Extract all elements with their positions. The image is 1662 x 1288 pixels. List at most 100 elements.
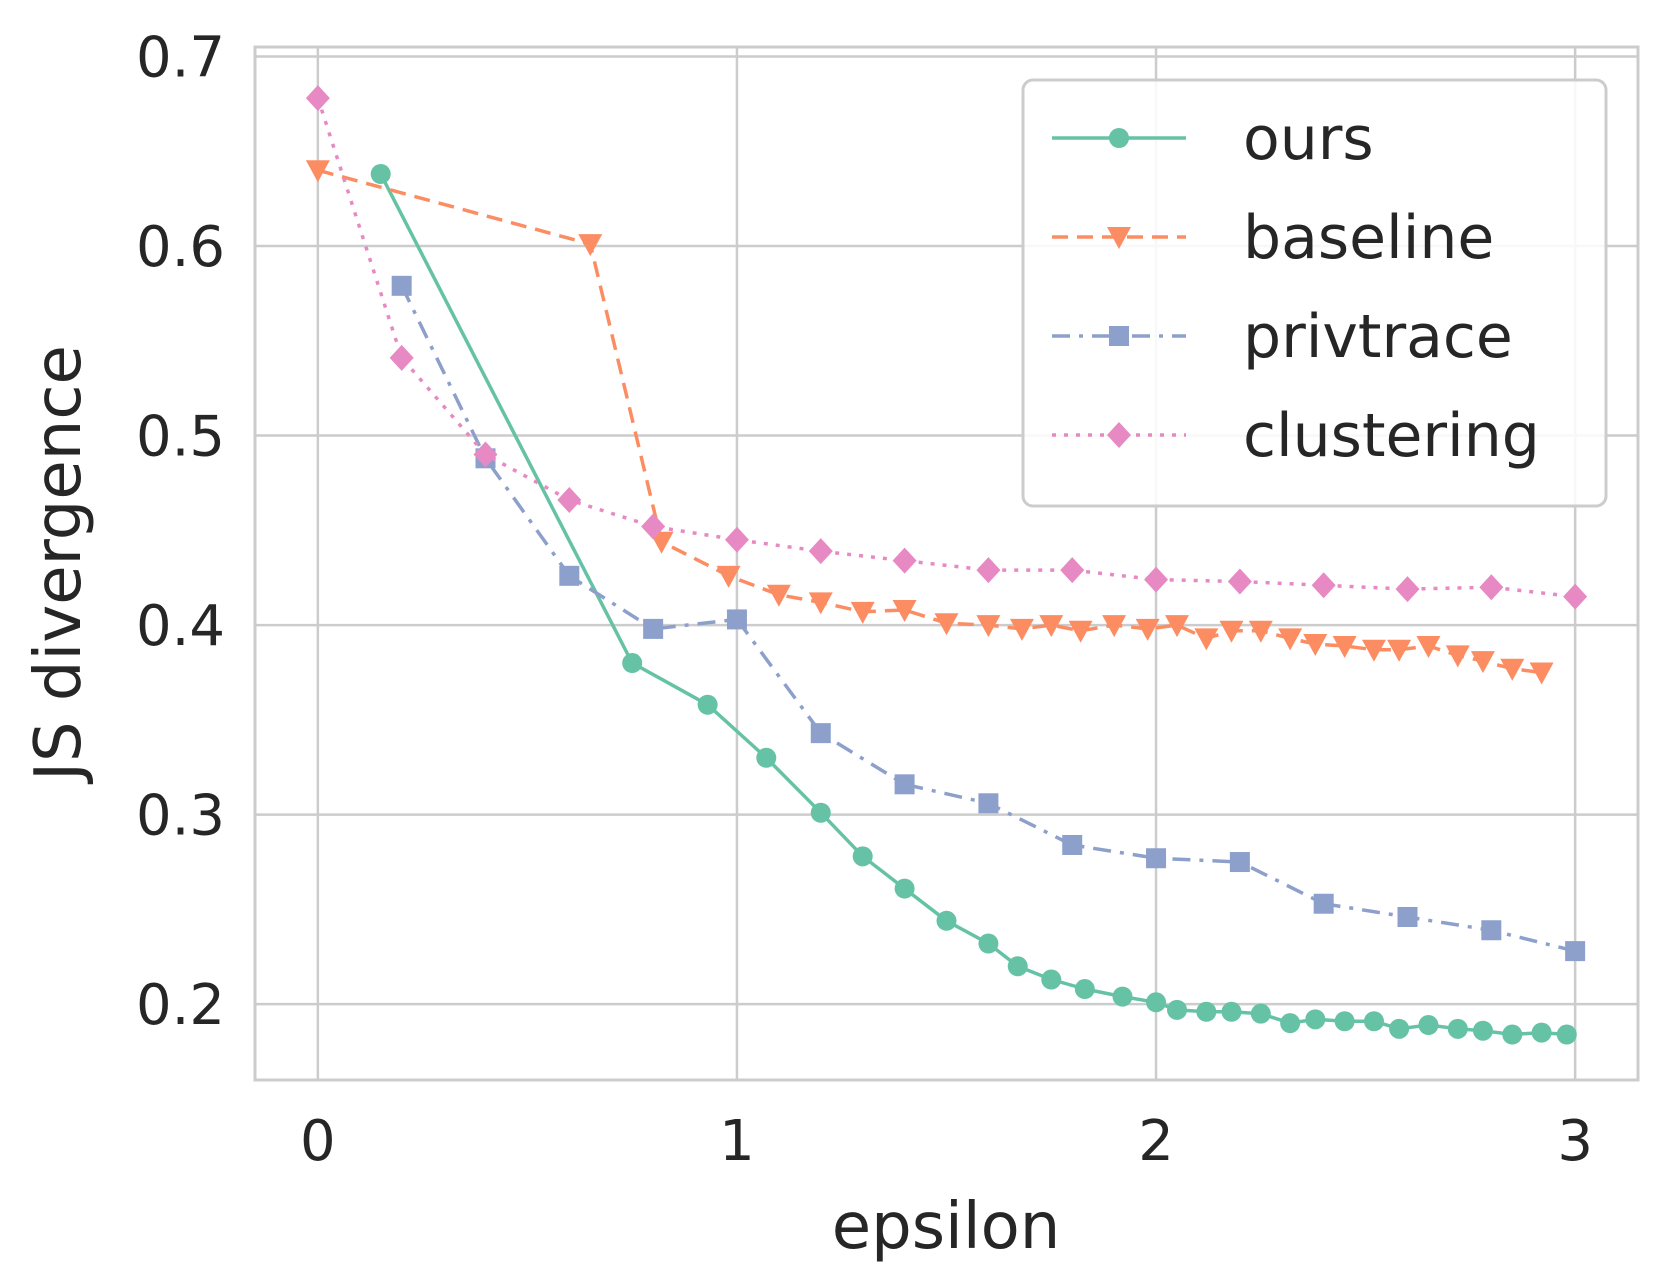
data-point-baseline — [1068, 620, 1093, 643]
data-point-privtrace — [810, 723, 831, 744]
data-point-ours — [697, 694, 718, 715]
data-point-ours — [1531, 1022, 1552, 1043]
data-point-baseline — [1303, 634, 1328, 657]
data-point-baseline — [934, 613, 959, 636]
data-point-clustering — [1060, 557, 1085, 584]
data-point-privtrace — [559, 565, 580, 586]
series-layer — [305, 85, 1588, 1045]
y-tick-label: 0.2 — [136, 973, 225, 1038]
legend-marker-baseline — [1107, 227, 1131, 249]
data-point-ours — [1074, 979, 1095, 1000]
data-point-ours — [810, 802, 831, 823]
x-tick-label: 0 — [300, 1109, 336, 1174]
series-line-baseline — [317, 168, 1542, 675]
data-point-baseline — [1445, 645, 1470, 668]
data-point-privtrace — [1229, 852, 1250, 873]
data-point-baseline — [1529, 662, 1554, 685]
data-point-ours — [1447, 1018, 1468, 1039]
data-point-baseline — [1165, 615, 1189, 638]
data-point-clustering — [1563, 583, 1588, 610]
x-tick-labels: 0 1 2 3 — [300, 1109, 1593, 1174]
data-point-baseline — [578, 234, 603, 257]
legend-label-privtrace: privtrace — [1243, 302, 1513, 372]
y-axis-label: JS divergence — [22, 345, 96, 785]
x-tick-label: 2 — [1138, 1109, 1174, 1174]
data-point-baseline — [1102, 615, 1127, 638]
series-clustering — [305, 85, 1588, 610]
y-tick-label: 0.5 — [136, 405, 225, 470]
legend-marker-privtrace — [1109, 326, 1129, 346]
data-point-baseline — [892, 599, 917, 622]
x-tick-label: 1 — [719, 1109, 755, 1174]
data-point-clustering — [976, 557, 1001, 584]
data-point-clustering — [724, 526, 749, 553]
legend-label-baseline: baseline — [1243, 203, 1494, 273]
data-point-ours — [894, 878, 915, 899]
data-point-baseline — [716, 565, 741, 588]
data-point-baseline — [1278, 628, 1303, 651]
data-point-privtrace — [1481, 920, 1502, 941]
data-point-baseline — [1194, 628, 1219, 651]
series-ours — [370, 163, 1577, 1045]
legend-entries: ours baseline privtrace clustering — [1052, 104, 1540, 471]
data-point-clustering — [641, 513, 666, 540]
data-point-clustering — [1479, 574, 1504, 601]
x-axis-label: epsilon — [832, 1190, 1061, 1264]
data-point-ours — [1472, 1020, 1493, 1041]
data-point-ours — [978, 933, 999, 954]
legend-marker-ours — [1109, 128, 1129, 148]
data-point-baseline — [1332, 635, 1357, 658]
series-privtrace — [391, 275, 1586, 962]
legend-marker-clustering — [1107, 422, 1131, 448]
data-point-clustering — [1144, 566, 1169, 593]
legend-entry-clustering[interactable]: clustering — [1052, 401, 1540, 471]
data-point-privtrace — [726, 609, 747, 630]
legend-entry-ours[interactable]: ours — [1052, 104, 1374, 174]
data-point-ours — [852, 846, 873, 867]
data-point-clustering — [305, 85, 330, 112]
data-point-privtrace — [1313, 893, 1334, 914]
data-point-privtrace — [391, 275, 412, 296]
legend-box — [1021, 78, 1608, 508]
data-point-baseline — [808, 592, 833, 615]
data-point-baseline — [850, 601, 875, 624]
data-point-privtrace — [1565, 941, 1586, 962]
data-point-ours — [370, 163, 391, 184]
plot-frame — [253, 45, 1640, 1082]
legend-label-ours: ours — [1243, 104, 1374, 174]
data-point-ours — [1167, 999, 1187, 1020]
data-point-baseline — [1039, 615, 1064, 638]
data-point-ours — [1280, 1013, 1301, 1034]
data-point-privtrace — [643, 618, 664, 639]
data-point-clustering — [389, 344, 414, 371]
data-point-baseline — [305, 160, 330, 183]
legend-label-clustering: clustering — [1243, 401, 1540, 471]
data-point-ours — [1250, 1003, 1271, 1024]
legend[interactable]: ours baseline privtrace clustering — [1021, 78, 1608, 508]
data-point-baseline — [1009, 618, 1034, 641]
data-point-ours — [1196, 1001, 1217, 1022]
y-tick-label: 0.6 — [136, 215, 225, 280]
data-point-baseline — [1470, 651, 1495, 674]
y-tick-label: 0.7 — [136, 25, 225, 90]
data-point-privtrace — [1062, 834, 1083, 855]
data-point-privtrace — [894, 774, 915, 795]
data-point-ours — [1007, 956, 1028, 977]
data-point-ours — [1146, 992, 1167, 1013]
data-point-baseline — [1387, 639, 1412, 662]
data-point-baseline — [1135, 618, 1160, 641]
data-point-clustering — [473, 441, 498, 468]
data-point-baseline — [766, 584, 791, 607]
data-point-ours — [936, 910, 957, 931]
data-point-ours — [1418, 1015, 1439, 1036]
data-point-clustering — [1227, 568, 1252, 595]
data-point-baseline — [1361, 639, 1386, 662]
data-point-ours — [1334, 1011, 1355, 1032]
legend-entry-baseline[interactable]: baseline — [1052, 203, 1494, 273]
data-point-baseline — [976, 615, 1001, 638]
data-point-baseline — [1416, 635, 1441, 658]
legend-entry-privtrace[interactable]: privtrace — [1052, 302, 1513, 372]
data-point-baseline — [1219, 620, 1244, 643]
data-point-privtrace — [1397, 906, 1418, 927]
